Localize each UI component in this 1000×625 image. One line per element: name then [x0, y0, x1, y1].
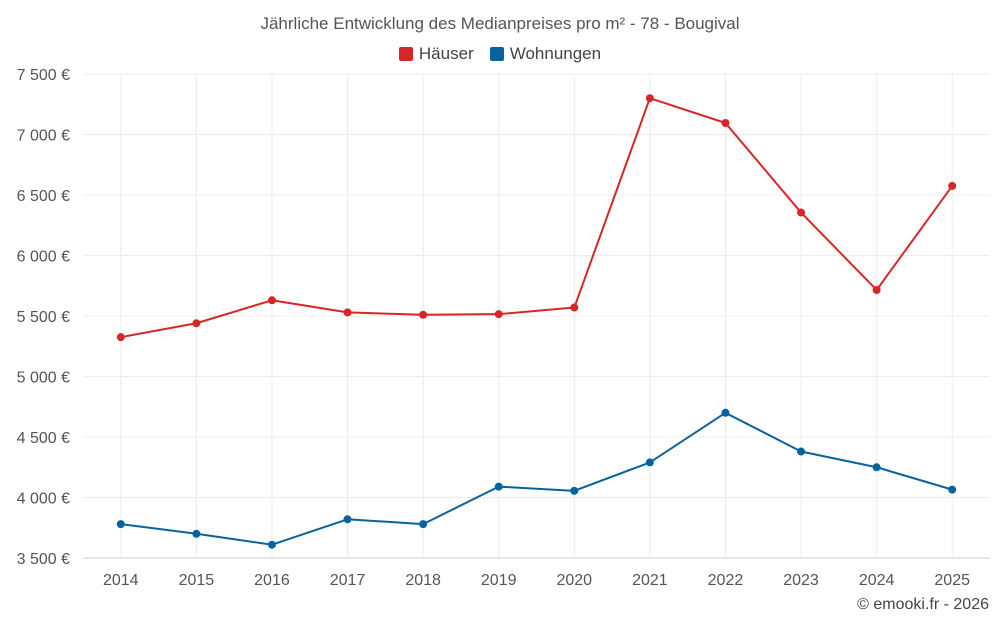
data-point-haeuser[interactable] [494, 310, 503, 319]
legend-item-haeuser[interactable]: Häuser [398, 44, 474, 64]
legend-item-wohnungen[interactable]: Wohnungen [489, 44, 602, 64]
series-line-wohnungen [120, 411, 953, 546]
x-tick-label: 2014 [103, 572, 139, 589]
data-point-wohnungen[interactable] [192, 529, 201, 538]
data-point-wohnungen[interactable] [267, 540, 276, 549]
x-tick-label: 2024 [859, 572, 895, 589]
data-point-wohnungen[interactable] [645, 458, 654, 467]
x-tick-label: 2015 [179, 572, 215, 589]
data-point-haeuser[interactable] [797, 208, 806, 217]
legend-label-wohnungen: Wohnungen [509, 44, 602, 63]
data-point-wohnungen[interactable] [797, 447, 806, 456]
x-tick-label: 2017 [330, 572, 366, 589]
data-point-wohnungen[interactable] [872, 463, 881, 472]
copyright-footer: © emooki.fr - 2026 [857, 596, 989, 613]
x-tick-label: 2020 [556, 572, 592, 589]
data-point-haeuser[interactable] [872, 285, 881, 294]
x-tick-label: 2016 [254, 572, 290, 589]
data-point-haeuser[interactable] [192, 319, 201, 328]
y-tick-label: 3 500 € [17, 551, 70, 568]
chart-title: Jährliche Entwicklung des Medianpreises … [260, 14, 740, 33]
x-tick-label: 2019 [481, 572, 517, 589]
y-tick-label: 5 000 € [17, 370, 70, 387]
data-point-haeuser[interactable] [343, 308, 352, 317]
y-tick-label: 4 000 € [17, 491, 70, 508]
series-line-haeuser [120, 97, 954, 339]
y-tick-label: 4 500 € [17, 430, 70, 447]
data-point-wohnungen[interactable] [494, 482, 503, 491]
y-tick-label: 7 500 € [17, 67, 70, 84]
data-point-wohnungen[interactable] [419, 520, 428, 529]
legend: Häuser Wohnungen [0, 44, 1000, 64]
y-tick-label: 7 000 € [17, 128, 70, 145]
data-point-wohnungen[interactable] [721, 408, 730, 417]
x-tick-label: 2023 [783, 572, 819, 589]
legend-swatch-haeuser [398, 47, 413, 61]
legend-swatch-wohnungen [489, 47, 504, 61]
x-tick-label: 2025 [934, 572, 970, 589]
data-point-haeuser[interactable] [116, 333, 125, 342]
data-point-haeuser[interactable] [570, 303, 579, 312]
y-tick-label: 5 500 € [17, 309, 70, 326]
x-tick-label: 2021 [632, 572, 668, 589]
data-point-wohnungen[interactable] [570, 486, 579, 495]
x-tick-label: 2018 [405, 572, 441, 589]
data-point-haeuser[interactable] [267, 296, 276, 305]
y-tick-label: 6 000 € [17, 249, 70, 266]
data-point-wohnungen[interactable] [343, 515, 352, 524]
data-point-haeuser[interactable] [721, 119, 730, 128]
data-point-wohnungen[interactable] [948, 485, 957, 494]
data-point-haeuser[interactable] [419, 310, 428, 319]
y-tick-label: 6 500 € [17, 188, 70, 205]
data-point-haeuser[interactable] [645, 94, 654, 103]
x-tick-label: 2022 [708, 572, 744, 589]
data-point-wohnungen[interactable] [116, 520, 125, 529]
data-point-haeuser[interactable] [948, 181, 957, 190]
legend-label-haeuser: Häuser [418, 44, 474, 63]
